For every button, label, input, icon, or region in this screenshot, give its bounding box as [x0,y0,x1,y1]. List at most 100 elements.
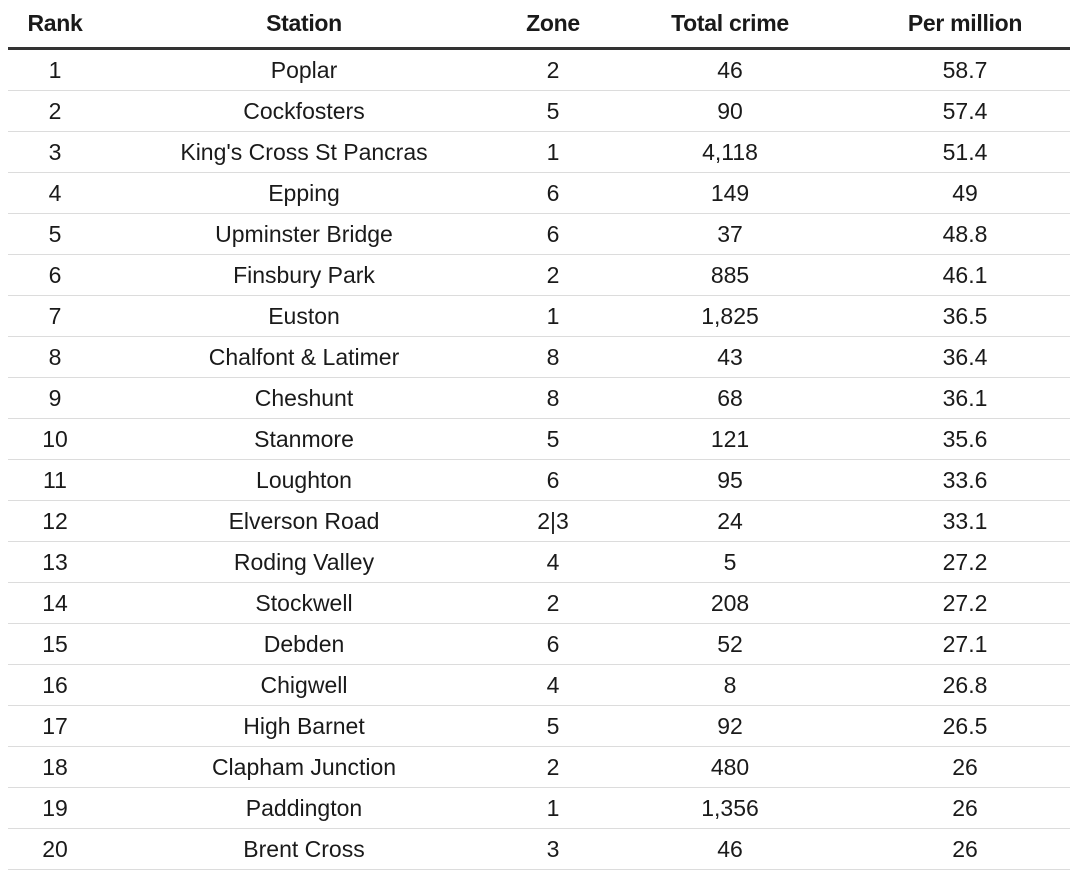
cell-zone: 4 [506,541,600,583]
table-row: 14 Stockwell 2 208 27.2 [8,582,1070,624]
cell-total-crime: 149 [600,172,860,214]
cell-total-crime: 8 [600,664,860,706]
cell-total-crime: 37 [600,213,860,255]
cell-zone: 6 [506,213,600,255]
table-row: 12 Elverson Road 2|3 24 33.1 [8,500,1070,542]
cell-station: Debden [102,623,506,665]
table-row: 11 Loughton 6 95 33.6 [8,459,1070,501]
cell-zone: 2 [506,254,600,296]
cell-per-million: 33.1 [860,500,1070,542]
table-row: 16 Chigwell 4 8 26.8 [8,664,1070,706]
cell-total-crime: 95 [600,459,860,501]
table-row: 20 Brent Cross 3 46 26 [8,828,1070,870]
cell-per-million: 58.7 [860,48,1070,91]
cell-rank: 2 [8,90,102,132]
cell-total-crime: 885 [600,254,860,296]
cell-zone: 1 [506,787,600,829]
cell-per-million: 26 [860,787,1070,829]
cell-per-million: 27.2 [860,541,1070,583]
table-row: 10 Stanmore 5 121 35.6 [8,418,1070,460]
cell-per-million: 48.8 [860,213,1070,255]
cell-rank: 1 [8,48,102,91]
header-rank: Rank [8,0,102,50]
cell-total-crime: 4,118 [600,131,860,173]
cell-station: Upminster Bridge [102,213,506,255]
cell-rank: 15 [8,623,102,665]
cell-per-million: 26 [860,828,1070,870]
cell-zone: 2 [506,746,600,788]
table-row: 17 High Barnet 5 92 26.5 [8,705,1070,747]
cell-station: Roding Valley [102,541,506,583]
cell-rank: 7 [8,295,102,337]
cell-zone: 6 [506,459,600,501]
cell-zone: 8 [506,336,600,378]
table-row: 5 Upminster Bridge 6 37 48.8 [8,213,1070,255]
cell-per-million: 26.8 [860,664,1070,706]
table-row: 18 Clapham Junction 2 480 26 [8,746,1070,788]
cell-zone: 3 [506,828,600,870]
table-row: 9 Cheshunt 8 68 36.1 [8,377,1070,419]
cell-station: Epping [102,172,506,214]
table-row: 7 Euston 1 1,825 36.5 [8,295,1070,337]
cell-total-crime: 121 [600,418,860,460]
cell-per-million: 46.1 [860,254,1070,296]
cell-per-million: 27.1 [860,623,1070,665]
table-row: 3 King's Cross St Pancras 1 4,118 51.4 [8,131,1070,173]
cell-per-million: 36.4 [860,336,1070,378]
cell-total-crime: 480 [600,746,860,788]
cell-per-million: 26.5 [860,705,1070,747]
cell-station: Elverson Road [102,500,506,542]
table-header: Rank Station Zone Total crime Per millio… [8,0,1070,50]
cell-station: Clapham Junction [102,746,506,788]
cell-station: Loughton [102,459,506,501]
cell-per-million: 57.4 [860,90,1070,132]
cell-total-crime: 90 [600,90,860,132]
cell-rank: 4 [8,172,102,214]
cell-station: Cheshunt [102,377,506,419]
cell-per-million: 51.4 [860,131,1070,173]
header-zone: Zone [506,0,600,50]
cell-zone: 2 [506,48,600,91]
cell-station: Brent Cross [102,828,506,870]
crime-table: Rank Station Zone Total crime Per millio… [8,0,1070,870]
cell-zone: 5 [506,90,600,132]
header-per-million: Per million [860,0,1070,50]
cell-zone: 1 [506,131,600,173]
cell-station: Euston [102,295,506,337]
cell-zone: 6 [506,623,600,665]
cell-zone: 1 [506,295,600,337]
cell-per-million: 33.6 [860,459,1070,501]
cell-rank: 8 [8,336,102,378]
table-row: 13 Roding Valley 4 5 27.2 [8,541,1070,583]
header-total-crime: Total crime [600,0,860,50]
cell-station: Stanmore [102,418,506,460]
cell-zone: 5 [506,418,600,460]
cell-station: King's Cross St Pancras [102,131,506,173]
cell-rank: 20 [8,828,102,870]
table-row: 8 Chalfont & Latimer 8 43 36.4 [8,336,1070,378]
cell-rank: 16 [8,664,102,706]
cell-rank: 17 [8,705,102,747]
cell-per-million: 36.5 [860,295,1070,337]
cell-zone: 2 [506,582,600,624]
header-station: Station [102,0,506,50]
table-row: 15 Debden 6 52 27.1 [8,623,1070,665]
cell-per-million: 26 [860,746,1070,788]
cell-station: Cockfosters [102,90,506,132]
cell-total-crime: 52 [600,623,860,665]
crime-table-container: Rank Station Zone Total crime Per millio… [8,0,1072,870]
cell-total-crime: 68 [600,377,860,419]
cell-per-million: 35.6 [860,418,1070,460]
cell-station: High Barnet [102,705,506,747]
cell-rank: 5 [8,213,102,255]
cell-per-million: 27.2 [860,582,1070,624]
cell-rank: 3 [8,131,102,173]
cell-total-crime: 43 [600,336,860,378]
cell-per-million: 49 [860,172,1070,214]
cell-station: Stockwell [102,582,506,624]
cell-rank: 14 [8,582,102,624]
cell-rank: 11 [8,459,102,501]
cell-station: Paddington [102,787,506,829]
cell-station: Poplar [102,48,506,91]
cell-station: Chigwell [102,664,506,706]
